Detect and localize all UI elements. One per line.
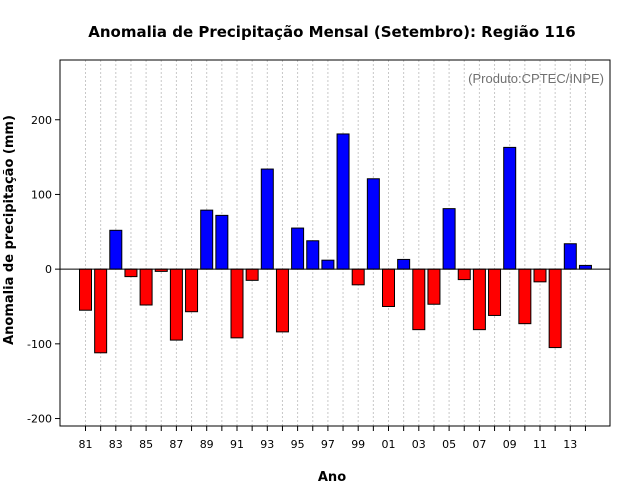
bar-1999 [351, 268, 365, 286]
bar-1989 [200, 209, 214, 270]
bar-1985 [139, 268, 153, 306]
x-tick-label: 07 [472, 438, 486, 451]
bar-2004 [427, 268, 441, 305]
bar-1983 [109, 229, 123, 270]
bar-1997 [321, 259, 335, 270]
bar-2001 [382, 268, 395, 307]
bar-2009 [503, 146, 517, 270]
x-tick-label: 05 [442, 438, 456, 451]
bar-1993 [260, 168, 274, 270]
x-tick-label: 11 [533, 438, 547, 451]
x-tick-label: 03 [412, 438, 426, 451]
bar-2011 [533, 268, 547, 283]
bar-1998 [336, 133, 350, 270]
bar-1981 [79, 268, 92, 311]
bar-2002 [397, 258, 411, 270]
x-tick-label: 09 [503, 438, 517, 451]
bar-series [79, 133, 592, 354]
x-tick-label: 81 [79, 438, 93, 451]
bar-1994 [275, 268, 289, 333]
x-tick-label: 95 [291, 438, 305, 451]
bar-1995 [291, 227, 305, 270]
y-tick-label: 200 [31, 114, 52, 127]
x-tick-label: 85 [139, 438, 153, 451]
bar-2014 [578, 264, 592, 270]
x-tick-label: 91 [230, 438, 244, 451]
bar-1988 [185, 268, 199, 313]
bar-1987 [169, 268, 183, 341]
bar-2010 [518, 268, 532, 325]
bar-2008 [488, 268, 502, 316]
bar-1992 [245, 268, 259, 281]
x-tick-label: 87 [169, 438, 183, 451]
x-tick-label: 01 [382, 438, 396, 451]
bar-1982 [94, 268, 108, 354]
y-axis-label: Anomalia de precipitação (mm) [2, 115, 17, 345]
bar-2013 [563, 243, 577, 270]
bar-1996 [306, 240, 320, 270]
x-tick-label: 13 [563, 438, 577, 451]
bar-1991 [230, 268, 244, 339]
x-tick-label: 99 [351, 438, 365, 451]
bar-2007 [472, 268, 486, 331]
gridlines [85, 60, 586, 426]
x-tick-label: 93 [260, 438, 274, 451]
y-tick-label: 100 [31, 188, 52, 201]
bar-2005 [442, 208, 456, 270]
plot-frame [59, 59, 611, 427]
bar-2003 [412, 268, 426, 331]
x-tick-label: 97 [321, 438, 335, 451]
bar-2012 [548, 268, 562, 349]
x-axis: 81 83 85 87 89 91 93 95 97 99 01 03 05 07 09 11 13 [79, 426, 586, 451]
bar-1984 [124, 268, 138, 278]
bar-1990 [215, 214, 229, 270]
y-tick-label: -200 [27, 413, 52, 426]
y-axis: -200 -100 0 100 200 [27, 114, 60, 426]
source-annotation: (Produto:CPTEC/INPE) [468, 71, 604, 86]
x-tick-label: 89 [200, 438, 214, 451]
y-tick-label: 0 [45, 263, 52, 276]
x-axis-label: Ano [318, 470, 346, 485]
bar-2006 [457, 268, 471, 281]
x-tick-label: 83 [109, 438, 123, 451]
bar-2000 [366, 178, 380, 270]
chart-title: Anomalia de Precipitação Mensal (Setembr… [88, 23, 576, 41]
y-tick-label: -100 [27, 338, 52, 351]
